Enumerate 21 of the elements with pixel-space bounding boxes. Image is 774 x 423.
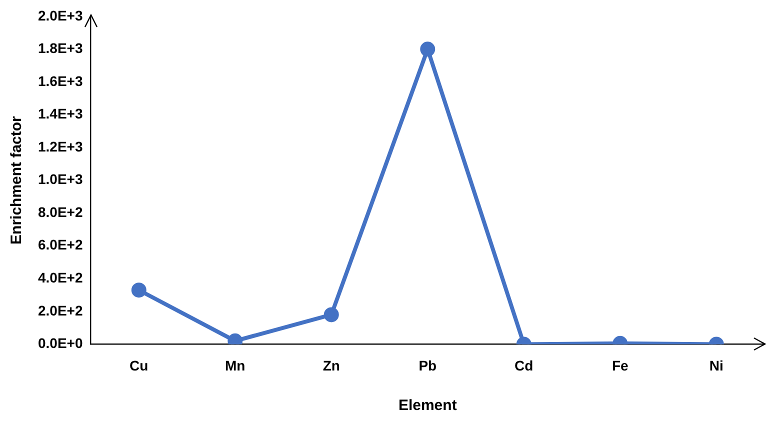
y-tick-label: 4.0E+2	[38, 270, 83, 286]
y-tick-label: 2.0E+2	[38, 302, 83, 318]
y-tick-label: 1.8E+3	[38, 40, 83, 56]
x-axis-title: Element	[398, 397, 457, 414]
y-tick-label: 1.2E+3	[38, 138, 83, 154]
x-tick-label: Mn	[225, 357, 246, 374]
y-tick-label: 1.4E+3	[38, 106, 83, 122]
y-tick-label: 0.0E+0	[38, 335, 83, 352]
y-tick-label: 1.6E+3	[38, 72, 83, 89]
y-tick-label: 1.0E+3	[38, 171, 83, 188]
x-tick-label: Cd	[514, 357, 534, 374]
x-tick-label: Cu	[130, 357, 148, 374]
x-tick-label: Zn	[322, 357, 340, 374]
x-tick-label: Ni	[709, 357, 724, 374]
y-tick-label: 8.0E+2	[38, 204, 83, 220]
x-tick-label: Pb	[418, 357, 437, 374]
y-tick-label: 2.0E+3	[38, 7, 83, 24]
y-axis-title: Enrichment factor	[8, 116, 26, 244]
y-tick-label: 6.0E+2	[38, 236, 83, 253]
point	[420, 42, 436, 57]
x-tick-label: Fe	[612, 357, 629, 374]
